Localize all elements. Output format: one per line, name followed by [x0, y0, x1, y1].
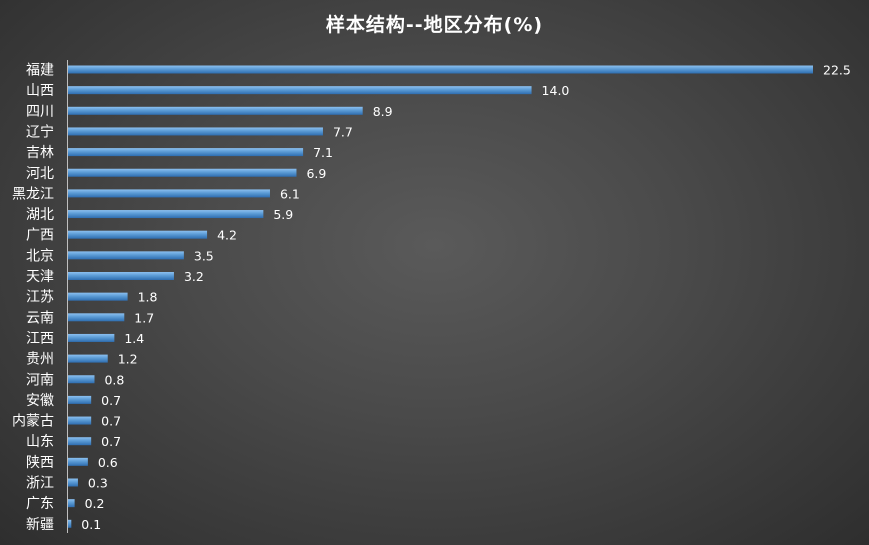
category-label: 吉林: [26, 145, 54, 161]
bar: [68, 519, 72, 528]
bar: [68, 168, 297, 177]
category-label: 广西: [26, 228, 54, 244]
value-label: 7.7: [333, 124, 353, 139]
bar: [68, 106, 363, 115]
value-label: 1.2: [118, 352, 138, 367]
category-label: 山东: [26, 434, 54, 450]
category-label: 福建: [26, 63, 54, 79]
bar: [68, 272, 174, 280]
bar: [68, 499, 75, 508]
value-label: 1.7: [134, 310, 154, 325]
category-label: 河北: [26, 166, 54, 182]
category-label: 山西: [26, 83, 54, 99]
value-label: 14.0: [542, 83, 570, 98]
bar: [68, 86, 532, 95]
category-label: 北京: [26, 248, 54, 264]
bar: [68, 189, 270, 198]
category-label: 新疆: [26, 517, 54, 533]
bar: [68, 65, 813, 74]
category-label: 黑龙江: [12, 186, 54, 202]
bar: [68, 313, 125, 322]
value-label: 0.7: [101, 414, 121, 429]
category-label: 浙江: [26, 476, 54, 492]
value-label: 8.9: [373, 104, 393, 119]
bar: [68, 457, 88, 466]
value-label: 0.7: [101, 434, 121, 449]
value-label: 6.1: [280, 186, 300, 201]
bar: [68, 375, 95, 384]
category-label: 贵州: [26, 352, 54, 368]
value-label: 0.6: [98, 455, 118, 470]
value-label: 6.9: [306, 166, 326, 181]
value-label: 0.8: [104, 372, 124, 387]
value-label: 0.3: [88, 476, 108, 491]
category-label: 天津: [26, 269, 54, 285]
bar: [68, 354, 108, 363]
bar: [68, 251, 184, 260]
value-label: 7.1: [313, 145, 333, 160]
value-label: 0.2: [85, 496, 105, 511]
bar: [68, 478, 78, 487]
bar: [68, 127, 323, 136]
value-label: 3.5: [194, 248, 214, 263]
bar: [68, 395, 92, 404]
category-label: 云南: [26, 310, 54, 326]
category-label: 河南: [26, 372, 54, 388]
value-label: 0.1: [81, 517, 101, 532]
value-label: 4.2: [217, 228, 237, 243]
category-label: 安徽: [26, 393, 54, 409]
category-label: 辽宁: [26, 123, 54, 140]
bar: [68, 230, 208, 239]
bar: [68, 292, 128, 301]
category-label: 广东: [26, 496, 54, 512]
bar: [68, 148, 304, 157]
category-label: 陕西: [26, 455, 54, 471]
bar: [68, 416, 92, 425]
value-label: 3.2: [184, 269, 204, 284]
category-label: 江西: [26, 331, 54, 347]
value-label: 5.9: [273, 207, 293, 222]
category-label: 江苏: [26, 290, 54, 306]
chart-title: 样本结构--地区分布(%): [325, 14, 544, 36]
bar: [68, 437, 92, 446]
bar: [68, 210, 264, 219]
value-label: 1.8: [138, 290, 158, 305]
value-label: 22.5: [823, 63, 851, 78]
category-label: 四川: [26, 104, 54, 120]
value-label: 0.7: [101, 393, 121, 408]
bar: [68, 333, 115, 342]
category-label: 内蒙古: [12, 414, 54, 430]
category-label: 湖北: [26, 207, 54, 223]
value-label: 1.4: [124, 331, 144, 346]
